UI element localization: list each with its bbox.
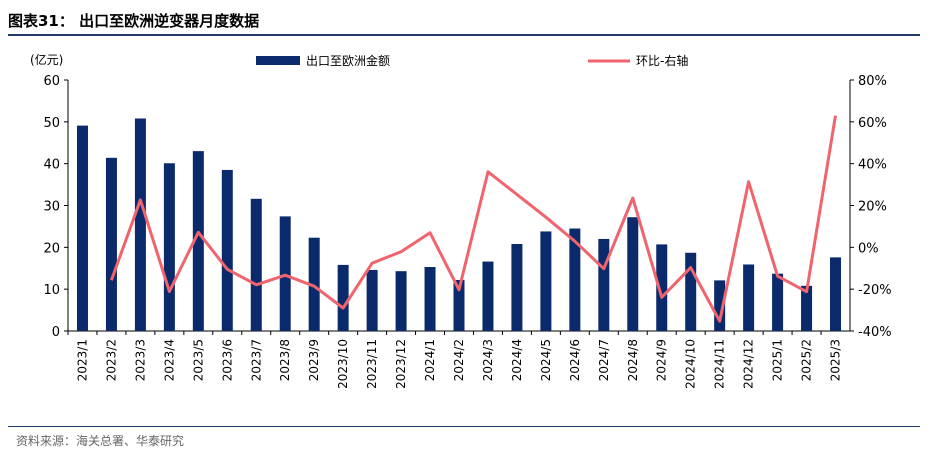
bar: [395, 271, 407, 331]
labels-layer: 0 10 20 30 40 50 60 -40% -20% 0% 20% 40% 60% 80% (亿元) 2…: [30, 52, 892, 389]
left-tick-label: 0: [52, 325, 60, 340]
bar: [772, 273, 784, 331]
x-tick-label: 2025/1: [771, 339, 785, 381]
x-tick-label: 2024/12: [742, 339, 756, 389]
right-tick-label: 60%: [858, 116, 887, 131]
x-tick-label: 2023/4: [162, 339, 176, 381]
x-tick-label: 2024/3: [481, 339, 495, 381]
bar: [279, 216, 291, 331]
bar: [76, 125, 88, 332]
x-tick-label: 2023/5: [191, 339, 205, 381]
x-tick-label: 2024/10: [684, 339, 698, 389]
x-tick-label: 2023/9: [307, 339, 321, 381]
bar: [366, 269, 378, 331]
x-tick-label: 2023/2: [104, 339, 118, 381]
legend-bar-label: 出口至欧洲金额: [306, 53, 390, 68]
bar: [569, 228, 581, 331]
bar: [337, 264, 349, 331]
bar: [308, 237, 320, 331]
x-tick-label: 2024/7: [597, 339, 611, 381]
bar: [453, 279, 465, 331]
x-tick-label: 2024/8: [626, 339, 640, 381]
page-title: 图表31： 出口至欧洲逆变器月度数据: [8, 12, 260, 30]
left-tick-label: 50: [43, 116, 60, 131]
bar: [743, 264, 755, 331]
legend-bar-swatch: [256, 56, 300, 65]
x-tick-label: 2024/1: [423, 339, 437, 381]
x-tick-label: 2023/8: [278, 339, 292, 381]
bar: [482, 261, 494, 331]
right-tick-label: 20%: [858, 200, 887, 215]
footer-divider: [8, 426, 920, 427]
bar: [830, 257, 842, 331]
bar: [424, 266, 436, 331]
bar: [250, 198, 262, 331]
bar: [105, 157, 117, 331]
left-tick-label: 10: [43, 283, 60, 298]
legend-line-label: 环比-右轴: [636, 53, 688, 68]
x-tick-label: 2023/10: [336, 339, 350, 389]
left-axis-unit: (亿元): [30, 52, 63, 67]
x-tick-label: 2025/3: [829, 339, 843, 381]
x-tick-label: 2025/2: [800, 339, 814, 381]
x-tick-label: 2024/9: [655, 339, 669, 381]
bar: [656, 244, 668, 331]
bar: [221, 169, 233, 331]
bars-layer: [76, 118, 842, 332]
x-tick-label: 2023/11: [365, 339, 379, 389]
bar: [598, 238, 610, 331]
source-note: 资料来源：海关总署、华泰研究: [16, 434, 185, 448]
x-tick-label: 2024/5: [539, 339, 553, 381]
left-tick-label: 20: [43, 241, 60, 256]
line-layer: [109, 115, 837, 323]
right-tick-label: -20%: [858, 283, 892, 298]
bar: [801, 285, 813, 331]
x-tick-label: 2023/6: [220, 339, 234, 381]
right-tick-label: 0%: [858, 241, 879, 256]
x-tick-label: 2024/6: [568, 339, 582, 381]
left-tick-label: 60: [43, 74, 60, 89]
bar: [540, 231, 552, 331]
bar: [714, 280, 726, 331]
series-line: [109, 115, 837, 323]
legend: 出口至欧洲金额 环比-右轴: [256, 53, 688, 68]
bar: [627, 217, 639, 331]
title-bar: 图表31： 出口至欧洲逆变器月度数据: [8, 6, 920, 36]
right-tick-label: -40%: [858, 325, 892, 340]
bar: [511, 243, 523, 331]
left-tick-label: 30: [43, 200, 60, 215]
bar: [163, 163, 175, 331]
x-tick-label: 2023/7: [249, 339, 263, 381]
right-tick-label: 40%: [858, 158, 887, 173]
bar: [192, 151, 204, 331]
x-tick-label: 2023/1: [75, 339, 89, 381]
x-tick-label: 2024/4: [510, 339, 524, 381]
bar: [685, 252, 697, 331]
right-tick-label: 80%: [858, 74, 887, 89]
x-tick-label: 2024/11: [713, 339, 727, 389]
x-tick-label: 2024/2: [452, 339, 466, 381]
x-tick-label: 2023/3: [133, 339, 147, 381]
bar: [134, 118, 146, 331]
x-tick-label: 2023/12: [394, 339, 408, 389]
left-tick-label: 40: [43, 158, 60, 173]
